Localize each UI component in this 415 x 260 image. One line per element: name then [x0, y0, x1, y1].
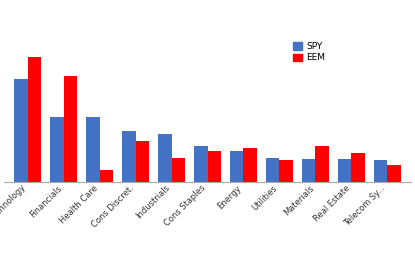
Bar [388, 165, 401, 182]
Bar [63, 76, 77, 182]
Bar [315, 146, 329, 182]
Bar [14, 79, 27, 182]
Bar [86, 117, 100, 182]
Bar [194, 146, 208, 182]
Bar [122, 132, 136, 182]
Bar [158, 134, 171, 182]
Bar [208, 151, 221, 182]
Bar [302, 159, 315, 182]
Bar [352, 153, 365, 182]
Bar [136, 141, 149, 182]
Bar [100, 170, 113, 182]
Bar [171, 158, 185, 182]
Bar [230, 151, 244, 182]
Legend: SPY, EEM: SPY, EEM [293, 42, 325, 62]
Bar [279, 160, 293, 182]
Bar [266, 158, 279, 182]
Bar [374, 160, 388, 182]
Bar [50, 117, 63, 182]
Bar [27, 57, 41, 182]
Text: Sector Weightings: S&P 500 (SPY) & Emerging Markets (EEM): Sector Weightings: S&P 500 (SPY) & Emerg… [5, 12, 391, 23]
Bar [338, 159, 352, 182]
Bar [244, 148, 257, 182]
